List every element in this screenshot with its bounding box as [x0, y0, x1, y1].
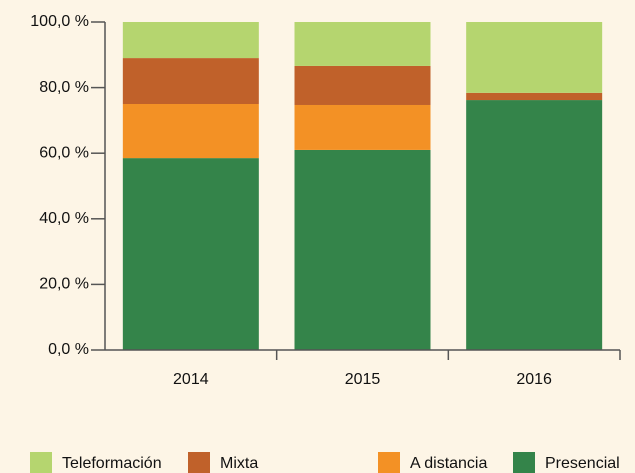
- x-tick-label: 2016: [516, 371, 552, 388]
- y-tick-label: 60,0 %: [39, 144, 89, 161]
- bar-segment: [122, 104, 259, 159]
- bar-segment: [466, 100, 603, 351]
- y-tick-label: 40,0 %: [39, 210, 89, 227]
- x-tick-label: 2015: [345, 371, 381, 388]
- x-tick-label: 2014: [173, 371, 209, 388]
- legend-label: Mixta: [220, 455, 258, 472]
- bar-segment: [294, 104, 431, 150]
- legend-label: Presencial: [545, 455, 620, 472]
- legend-swatch: [378, 452, 400, 473]
- legend-swatch: [30, 452, 52, 473]
- bar-segment: [294, 65, 431, 105]
- y-tick-label: 20,0 %: [39, 276, 89, 293]
- bar-segment: [122, 58, 259, 104]
- bar-segment: [122, 22, 259, 59]
- legend-swatch: [513, 452, 535, 473]
- y-tick-label: 0,0 %: [48, 341, 89, 358]
- y-tick-label: 100,0 %: [30, 13, 89, 30]
- bar-segment: [466, 22, 603, 93]
- legend-swatch: [188, 452, 210, 473]
- bar-segment: [294, 149, 431, 350]
- legend-label: A distancia: [410, 455, 487, 472]
- bar-segment: [466, 92, 603, 101]
- y-tick-label: 80,0 %: [39, 79, 89, 96]
- bar-segment: [122, 158, 259, 350]
- bar-segment: [294, 22, 431, 66]
- legend-label: Teleformación: [62, 455, 162, 472]
